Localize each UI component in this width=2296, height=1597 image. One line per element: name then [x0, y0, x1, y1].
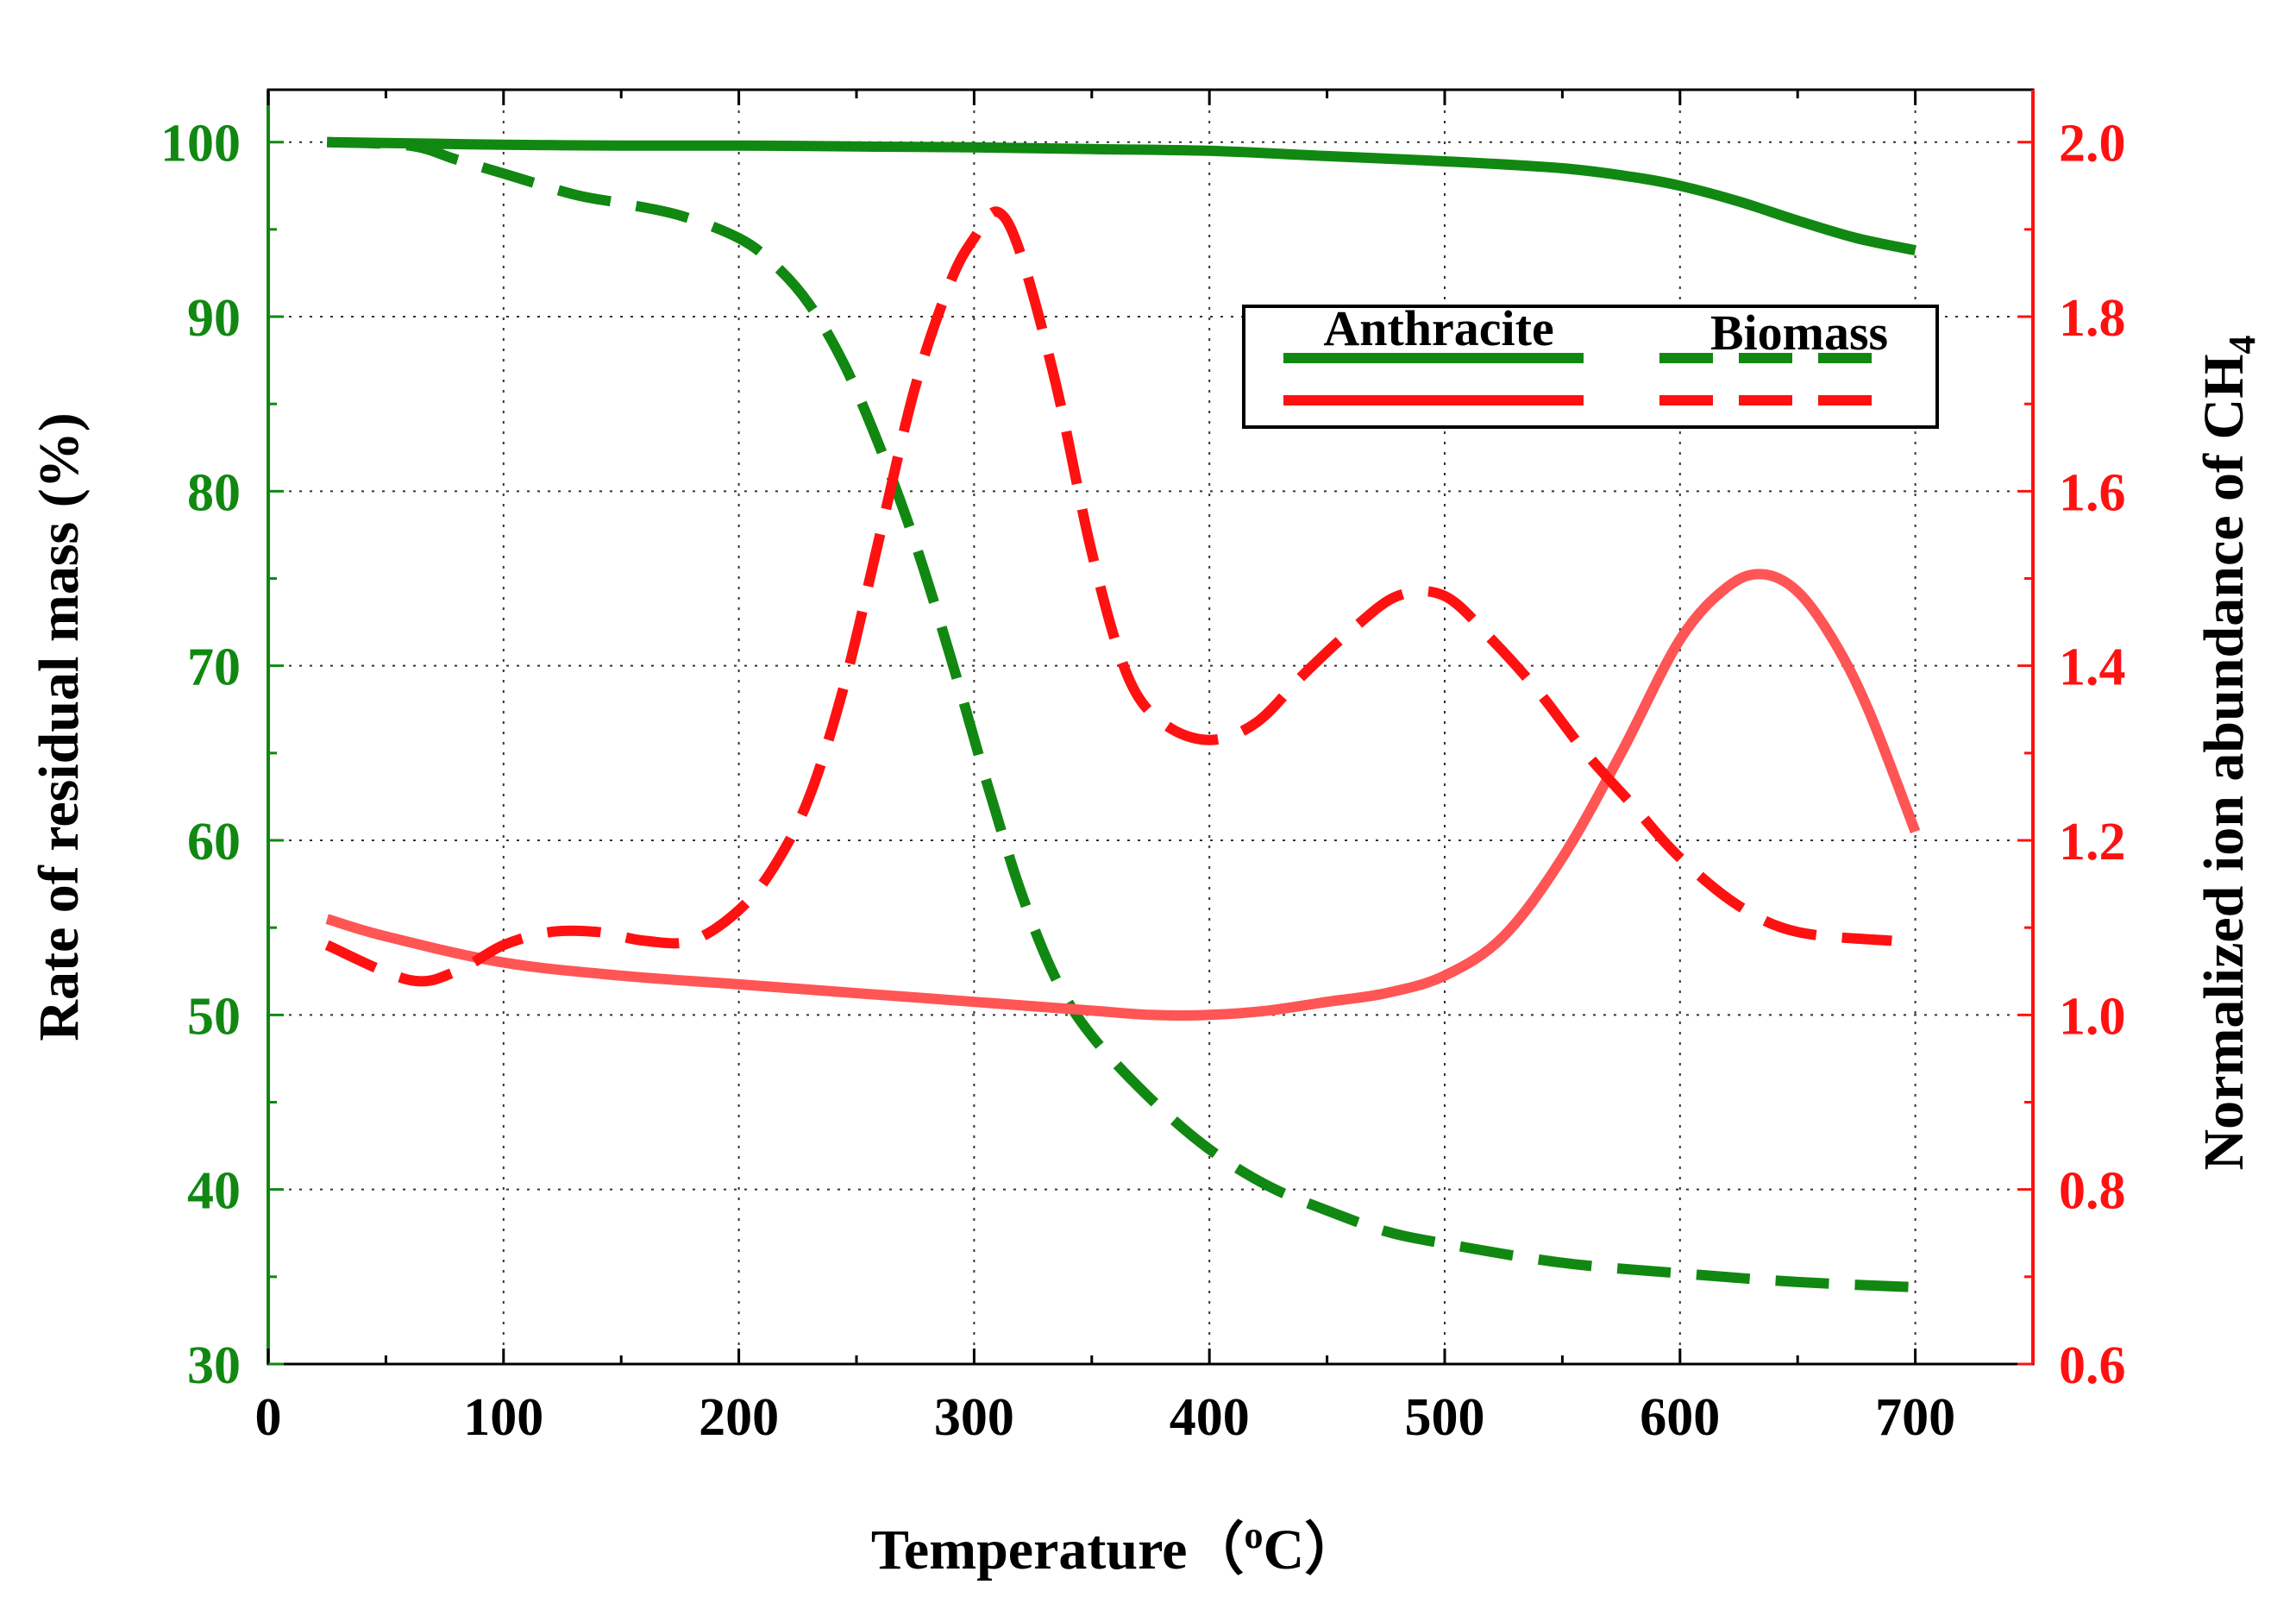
- x-tick-label: 600: [1640, 1388, 1720, 1447]
- x-axis-title-main: Temperature（: [871, 1518, 1245, 1581]
- series-biomass-ch4: [324, 206, 1892, 987]
- series-anthracite-mass: [327, 136, 1916, 255]
- y-right-tick-label: 2.0: [2059, 115, 2126, 173]
- y-left-tick-label: 90: [187, 289, 241, 348]
- y-axis-right-title: Normalized ion abundance of CH4: [2192, 335, 2263, 1170]
- x-tick-label: 400: [1170, 1388, 1250, 1447]
- y-left-tick-label: 70: [187, 638, 241, 697]
- y-right-tick-label: 0.8: [2059, 1162, 2126, 1221]
- y-left-tick-label: 100: [160, 115, 241, 173]
- y-left-tick-label: 50: [187, 987, 241, 1046]
- x-tick-label: 100: [463, 1388, 543, 1447]
- x-tick-label: 500: [1405, 1388, 1485, 1447]
- series-anthracite-ch4: [325, 569, 1921, 1021]
- legend-label-biomass: Biomass: [1710, 305, 1888, 361]
- legend-box: [1242, 305, 1939, 429]
- x-tick-label: 700: [1875, 1388, 1955, 1447]
- y-left-tick-label: 40: [187, 1162, 241, 1221]
- y-axis-left-title: Rate of residual mass (%): [28, 412, 91, 1041]
- x-axis-title-superscript: o: [1244, 1514, 1263, 1556]
- y-right-tick-label: 0.6: [2059, 1336, 2126, 1395]
- axes: 0 100 200 300 400 500 600 700 30 40 50 60 70 80 90 100 0…: [160, 90, 2126, 1447]
- legend: Anthracite Biomass: [1242, 300, 1939, 429]
- y-right-tick-label: 1.0: [2059, 987, 2126, 1046]
- x-tick-label: 0: [255, 1388, 282, 1447]
- y-right-tick-label: 1.6: [2059, 463, 2126, 522]
- y-axis-right-title-subscript: 4: [2221, 335, 2263, 354]
- x-tick-label: 300: [934, 1388, 1014, 1447]
- x-axis-title: Temperature（oC）: [871, 1514, 1361, 1581]
- y-right-tick-label: 1.4: [2059, 638, 2126, 697]
- series-layer: [324, 136, 1921, 1292]
- x-tick-label: 200: [699, 1388, 779, 1447]
- y-right-tick-label: 1.2: [2059, 813, 2126, 871]
- y-left-tick-label: 30: [187, 1336, 241, 1395]
- y-left-tick-label: 60: [187, 813, 241, 871]
- y-axis-right-title-main: Normalized ion abundance of CH: [2192, 354, 2255, 1170]
- y-right-tick-label: 1.8: [2059, 289, 2126, 348]
- y-left-tick-label: 80: [187, 463, 241, 522]
- legend-label-anthracite: Anthracite: [1323, 300, 1553, 356]
- x-axis-title-end: C）: [1263, 1518, 1361, 1581]
